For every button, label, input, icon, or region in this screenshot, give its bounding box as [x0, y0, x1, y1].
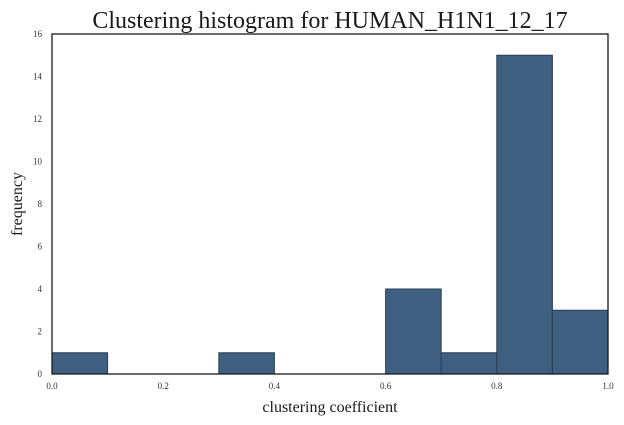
histogram-bar-8 [496, 54, 553, 375]
x-axis-ticks: 0.0 0.2 0.4 0.6 0.8 1.0 [46, 381, 614, 391]
histogram-bar-0 [51, 352, 109, 375]
plot-frame [51, 33, 609, 375]
x-tick-label: 1.0 [602, 381, 614, 391]
chart-title: Clustering histogram for HUMAN_H1N1_12_1… [92, 8, 567, 34]
y-tick-label: 8 [38, 199, 43, 209]
x-axis-label: clustering coefficient [262, 399, 398, 416]
x-tick-label: 0.6 [380, 381, 392, 391]
histogram-bar-7 [440, 352, 498, 375]
y-tick-label: 10 [33, 157, 43, 167]
x-tick-label: 0.0 [46, 381, 58, 391]
y-tick-label: 4 [38, 284, 43, 294]
histogram-bar-9 [551, 309, 609, 375]
y-tick-label: 2 [38, 327, 43, 337]
y-tick-label: 12 [33, 114, 42, 124]
y-tick-label: 0 [38, 369, 43, 379]
bars-group [51, 54, 609, 375]
x-tick-label: 0.4 [269, 381, 281, 391]
histogram-bar-6 [385, 288, 442, 375]
y-tick-label: 6 [38, 242, 43, 252]
y-axis-ticks: 0 2 4 6 8 10 12 14 16 [33, 29, 43, 379]
x-tick-label: 0.2 [158, 381, 169, 391]
histogram-bar-3 [218, 352, 275, 375]
y-tick-label: 14 [33, 72, 43, 82]
y-axis-label: frequency [9, 172, 26, 236]
y-tick-label: 16 [33, 29, 43, 39]
x-tick-label: 0.8 [491, 381, 503, 391]
